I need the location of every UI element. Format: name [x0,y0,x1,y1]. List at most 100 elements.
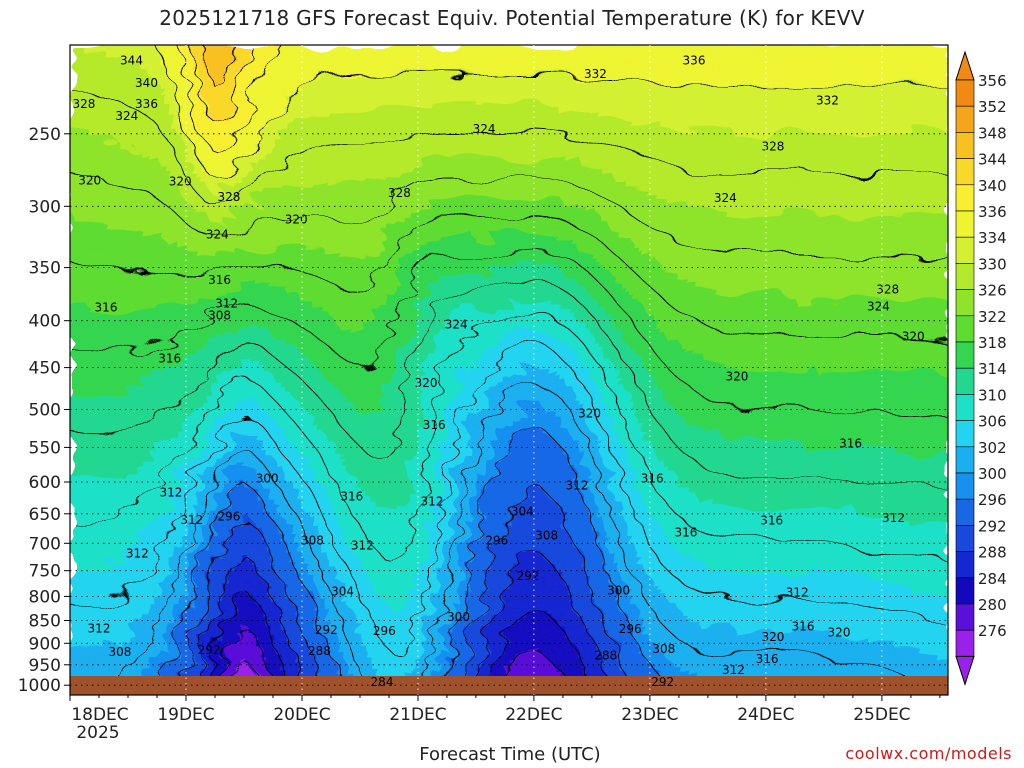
contour-label: 308 [208,309,231,323]
y-tick-label: 450 [29,359,61,379]
contour-label: 316 [792,620,815,634]
contour-label: 316 [158,352,181,366]
contour-label: 300 [256,472,279,486]
contour-label: 324 [714,191,737,205]
contour-label: 304 [331,584,354,598]
contour-label: 324 [473,122,496,136]
colorbar-top-arrow [955,50,975,81]
contour-300 [154,428,684,695]
contour-348 [204,45,234,89]
colorbar-swatch [955,367,975,395]
colorbar-label: 334 [978,229,1007,247]
contour-label: 296 [373,624,396,638]
colorbar-swatch [955,289,975,317]
colorbar-label: 314 [978,360,1007,378]
colorbar-swatch [955,158,975,186]
contour-label: 316 [674,525,697,539]
colorbar-label: 326 [978,282,1007,300]
contour-label: 312 [565,478,588,492]
contour-label: 308 [108,645,131,659]
contour-label: 312 [882,511,905,525]
contour-label: 320 [725,369,748,383]
y-axis: 2503003504004505005506006507007508008509… [18,125,70,696]
colorbar-swatch [955,629,975,657]
colorbar: 356 352 348 344 340 336 334 330 326 322 318 314 310 3… [955,50,1007,687]
y-tick-label: 850 [29,612,61,632]
contour-label: 344 [120,54,143,68]
colorbar-label: 296 [978,491,1007,509]
colorbar-label: 348 [978,124,1007,142]
y-tick-label: 300 [29,197,61,217]
y-tick-label: 750 [29,562,61,582]
colorbar-swatch [955,132,975,159]
contour-label: 320 [761,630,784,644]
contour-label: 312 [88,621,111,635]
contour-label: 320 [828,626,851,640]
colorbar-swatch [955,472,975,500]
contour-label: 332 [816,94,839,108]
contour-label: 336 [135,97,158,111]
colorbar-label: 336 [978,203,1007,221]
contour-340 [180,45,281,152]
contour-label: 312 [180,513,203,527]
contour-label: 300 [447,610,470,624]
contour-label: 308 [301,534,324,548]
contour-label: 316 [95,301,118,315]
contour-label: 292 [315,623,338,637]
contour-label: 328 [388,186,411,200]
contour-label: 296 [217,509,240,523]
contour-label: 328 [876,283,899,297]
y-tick-label: 950 [29,656,61,676]
contour-label: 324 [867,300,890,314]
x-tick-label: 24DEC [737,705,794,725]
contour-label: 316 [340,489,363,503]
contour-label: 312 [215,296,238,310]
y-tick-label: 500 [29,401,61,421]
y-tick-label: 650 [29,505,61,525]
ground-surface [70,676,948,695]
contour-label: 316 [423,418,446,432]
y-tick-label: 250 [29,125,61,145]
contour-308 [70,346,948,654]
contour-label: 316 [839,437,862,451]
contour-312 [70,313,948,564]
x-tick-label: 19DEC [157,705,214,725]
x-tick-label: 25DEC [853,705,910,725]
y-tick-label: 700 [29,534,61,554]
contour-label: 328 [72,97,95,111]
colorbar-swatch [955,551,975,579]
grid-lines [70,45,948,695]
colorbar-label: 292 [978,517,1007,535]
colorbar-swatch [955,525,975,552]
colorbar-swatch [955,394,975,421]
contour-336 [156,45,948,178]
contour-label: 288 [308,644,331,658]
x-tick-label: 23DEC [621,705,678,725]
contour-label: 284 [371,675,394,689]
contour-label: 320 [169,175,192,189]
colorbar-swatch [955,315,975,343]
contour-label: 332 [584,67,607,81]
colorbar-swatch [955,184,975,212]
contour-label: 288 [594,649,617,663]
y-tick-label: 550 [29,438,61,458]
contour-label: 308 [652,642,675,656]
contour-label: 316 [641,472,664,486]
colorbar-label: 330 [978,255,1007,273]
colorbar-swatch [955,341,975,369]
chart-title: 2025121718 GFS Forecast Equiv. Potential… [159,6,865,30]
contour-label: 296 [619,622,642,636]
colorbar-label: 306 [978,413,1007,431]
plot-frame [69,44,949,696]
y-tick-label: 900 [29,634,61,654]
contour-label: 300 [607,583,630,597]
contour-label: 296 [485,534,508,548]
contour-304 [70,383,948,695]
contour-label: 312 [126,546,149,560]
x-axis: 18DEC 19DEC 20DEC 21DEC 22DEC 23DEC 24DEC 25DEC… [69,695,941,743]
colorbar-swatch [955,210,975,238]
contour-label: 320 [902,329,925,343]
colorbar-swatch [955,236,975,264]
contour-label: 304 [511,504,534,518]
colorbar-swatch [955,420,975,448]
